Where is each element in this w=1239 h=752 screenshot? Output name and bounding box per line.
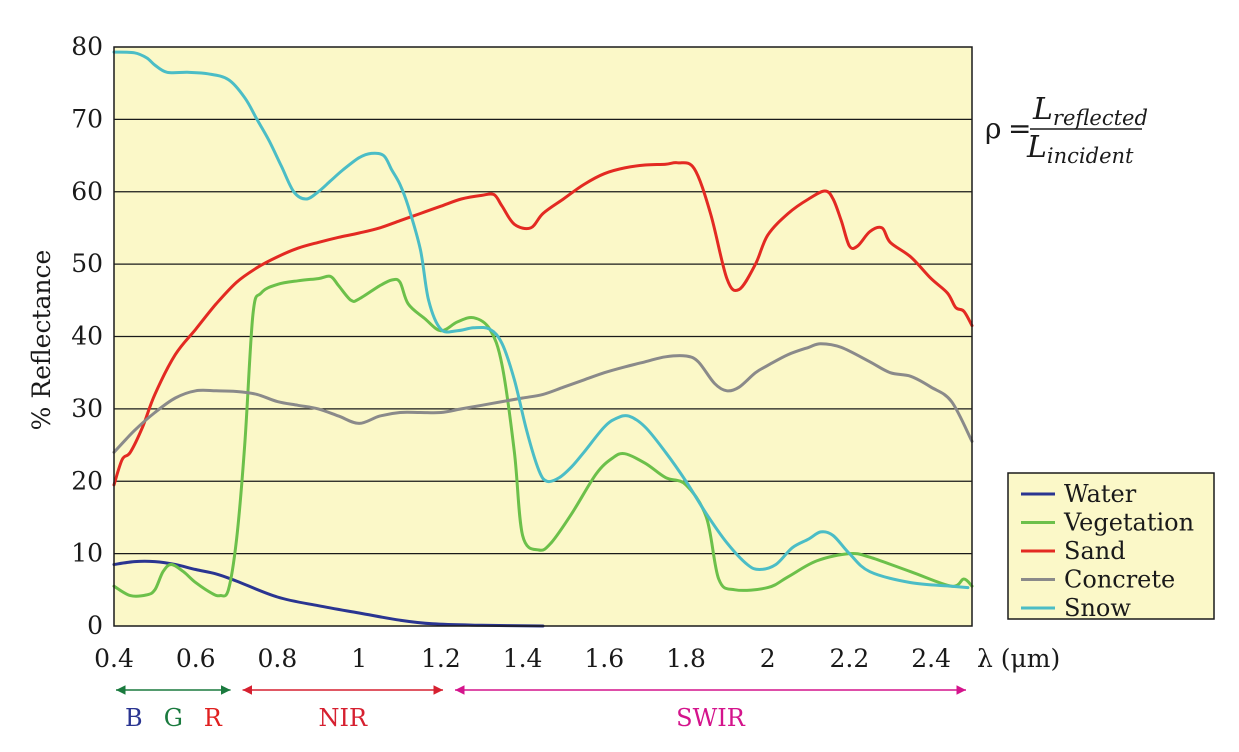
legend-box — [1007, 472, 1215, 620]
formula-numerator: Lreflected — [1032, 92, 1148, 130]
x-tick-labels: 0.4 0.6 0.8 1 1.2 1.4 1.6 1.8 2 2.2 2.4 — [94, 644, 951, 673]
series-lines — [112, 50, 974, 628]
band-label: NIR — [319, 704, 368, 732]
x-tick-label: 1.2 — [421, 644, 461, 673]
x-tick-label: 1 — [351, 644, 367, 673]
x-tick-label: 2.2 — [830, 644, 870, 673]
legend-label: Vegetation — [1063, 509, 1194, 537]
y-axis-title: % Reflectance — [27, 250, 56, 431]
legend-label: Sand — [1064, 537, 1126, 565]
x-tick-label: 1.6 — [584, 644, 624, 673]
x-tick-label: 1.8 — [666, 644, 706, 673]
band-label: R — [204, 704, 223, 732]
formula-equals: = — [1008, 112, 1031, 145]
band-label: SWIR — [676, 704, 746, 732]
plot-frame — [113, 46, 973, 627]
formula-denominator: Lincident — [1026, 130, 1134, 168]
series-line-concrete — [112, 342, 974, 454]
reflectance-formula: ρ = Lreflected Lincident — [985, 92, 1148, 168]
y-tick-label: 70 — [71, 104, 103, 133]
y-tick-label: 80 — [71, 32, 103, 61]
series-line-sand — [112, 161, 974, 487]
x-axis-unit-label: λ (μm) — [977, 644, 1060, 673]
band-label: G — [164, 704, 183, 732]
x-tick-label: 0.6 — [176, 644, 216, 673]
formula-rho: ρ — [985, 112, 1001, 145]
y-tick-label: 10 — [71, 539, 103, 568]
y-tick-labels: 0 10 20 30 40 50 60 70 80 — [71, 32, 103, 640]
legend-label: Snow — [1064, 594, 1131, 622]
y-tick-label: 30 — [71, 394, 103, 423]
band-label: B — [125, 704, 143, 732]
x-tick-label: 1.4 — [503, 644, 543, 673]
x-tick-label: 0.8 — [258, 644, 298, 673]
y-tick-label: 0 — [87, 611, 103, 640]
spectral-bands: B G R NIR SWIR — [116, 685, 966, 732]
x-tick-label: 2.4 — [911, 644, 951, 673]
y-tick-label: 20 — [71, 466, 103, 495]
series-line-water — [112, 559, 545, 628]
y-tick-label: 50 — [71, 249, 103, 278]
series-line-snow — [112, 50, 970, 590]
x-tick-label: 2 — [760, 644, 776, 673]
x-tick-label: 0.4 — [94, 644, 134, 673]
y-tick-label: 60 — [71, 177, 103, 206]
legend-label: Concrete — [1064, 566, 1175, 594]
legend-label: Water — [1064, 480, 1137, 508]
y-tick-label: 40 — [71, 322, 103, 351]
